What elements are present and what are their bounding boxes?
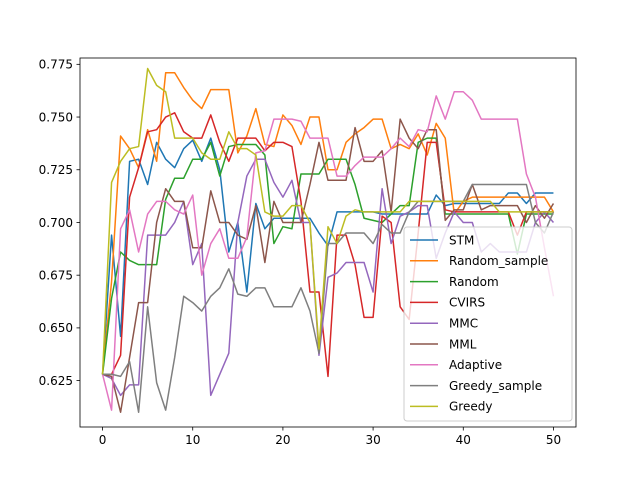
y-tick-label: 0.700	[39, 216, 73, 230]
series-line-greedy	[101, 67, 554, 375]
series-line-cvirs	[102, 112, 554, 378]
x-tick-label: 40	[456, 433, 471, 447]
plot-frame	[79, 57, 577, 428]
series-line-adaptive	[101, 90, 555, 411]
legend-label: STM	[449, 233, 474, 247]
axes: 0 10 20 30 40 50 0.625 0.650 0.675 0.700 0.725 0.75…	[39, 57, 577, 447]
legend-label: Random_sample	[449, 254, 548, 268]
series-line-random	[101, 137, 554, 375]
legend-label: Greedy	[449, 400, 492, 414]
legend-label: Adaptive	[449, 358, 502, 372]
y-tick-label: 0.625	[39, 374, 73, 388]
y-tick-label: 0.725	[39, 163, 73, 177]
legend-label: Random	[449, 275, 499, 289]
y-tick-label: 0.750	[39, 110, 73, 124]
legend-label: CVIRS	[449, 296, 485, 310]
legend: STM Random_sample Random CVIRS MMC MML Adaptiv…	[403, 226, 573, 422]
x-tick-label: 20	[275, 433, 290, 447]
x-tick-label: 0	[99, 433, 107, 447]
plot-series-group	[101, 67, 555, 413]
legend-label: Greedy_sample	[449, 379, 542, 393]
series-line-random-sample	[101, 72, 555, 375]
x-tick-label: 30	[365, 433, 380, 447]
series-line-greedy-sample	[102, 183, 555, 413]
x-tick-label: 10	[185, 433, 200, 447]
x-tick-label: 50	[546, 433, 561, 447]
legend-label: MMC	[449, 317, 478, 331]
y-tick-label: 0.650	[39, 321, 73, 335]
legend-label: MML	[449, 337, 477, 351]
y-tick-label: 0.775	[39, 58, 73, 72]
legend-box	[403, 226, 573, 422]
y-tick-label: 0.675	[39, 268, 73, 282]
